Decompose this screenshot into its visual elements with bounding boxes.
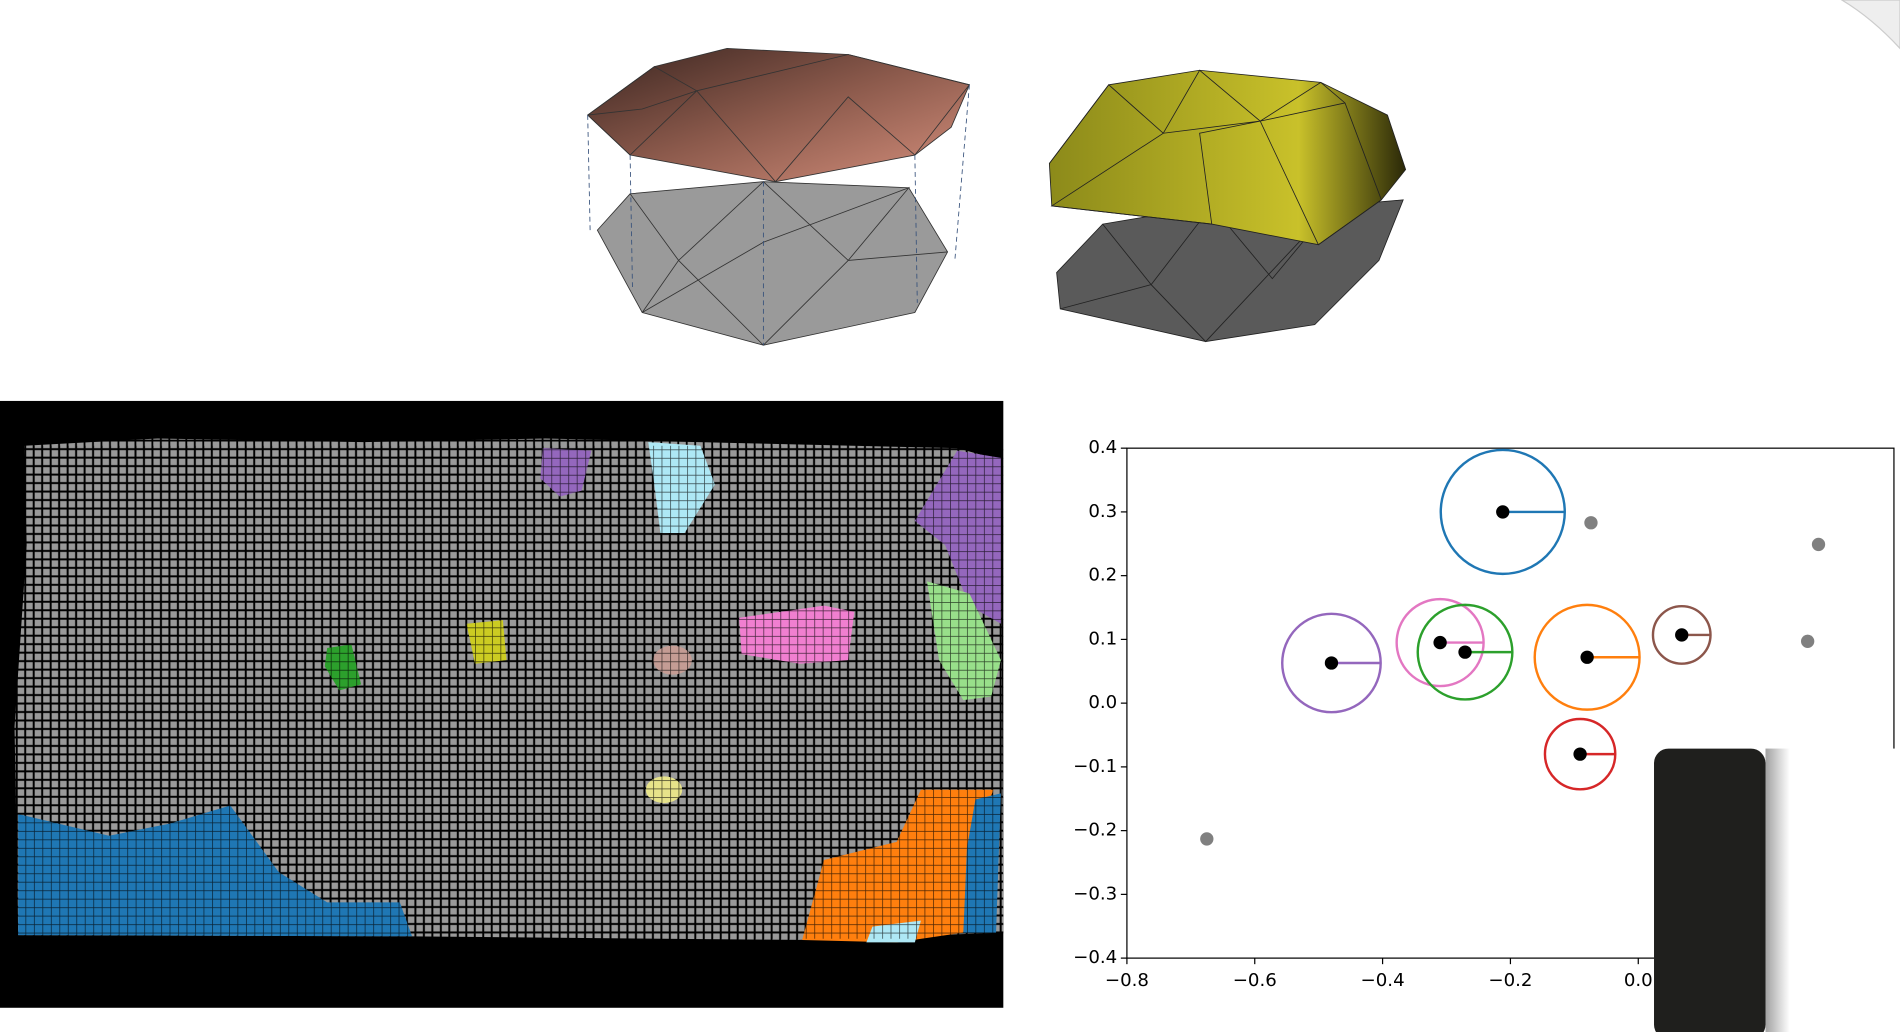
y-tick-label: −0.4 <box>1073 947 1117 968</box>
y-tick-label: −0.1 <box>1073 756 1117 777</box>
mesh-illustration-right <box>1048 69 1407 343</box>
y-tick-label: −0.3 <box>1073 883 1117 904</box>
point <box>1580 650 1594 664</box>
y-tick-label: 0.2 <box>1088 565 1117 586</box>
point <box>1458 645 1472 659</box>
radius-circle <box>1543 717 1617 791</box>
scatter-chart: −0.4 −0.3 −0.2 −0.1 0.0 0.1 0.2 0.3 0.4 −0.8 −0.6 −… <box>1073 437 1895 991</box>
point <box>1811 537 1826 552</box>
point <box>1200 832 1214 846</box>
y-tick-label: 0.0 <box>1088 692 1117 713</box>
point <box>1433 635 1447 650</box>
y-tick-label: 0.1 <box>1088 628 1117 649</box>
y-tick-label: 0.4 <box>1088 437 1117 458</box>
x-tick-label: −0.8 <box>1105 970 1149 991</box>
point <box>1800 634 1815 648</box>
x-tick-label: −0.2 <box>1488 970 1532 991</box>
x-tick-label: 0.0 <box>1624 970 1653 991</box>
x-tick-label: −0.6 <box>1233 970 1277 991</box>
mesh-illustration-left <box>587 48 971 346</box>
segmentation-image <box>0 400 1004 1008</box>
point <box>1573 747 1587 761</box>
y-tick-label: −0.2 <box>1073 820 1117 841</box>
point <box>1496 505 1510 519</box>
point <box>1675 628 1689 642</box>
overlay-panel <box>1654 0 1900 1032</box>
y-tick-label: 0.3 <box>1088 501 1117 522</box>
point <box>1324 656 1339 670</box>
point <box>1584 516 1598 530</box>
x-tick-label: −0.4 <box>1361 970 1405 991</box>
